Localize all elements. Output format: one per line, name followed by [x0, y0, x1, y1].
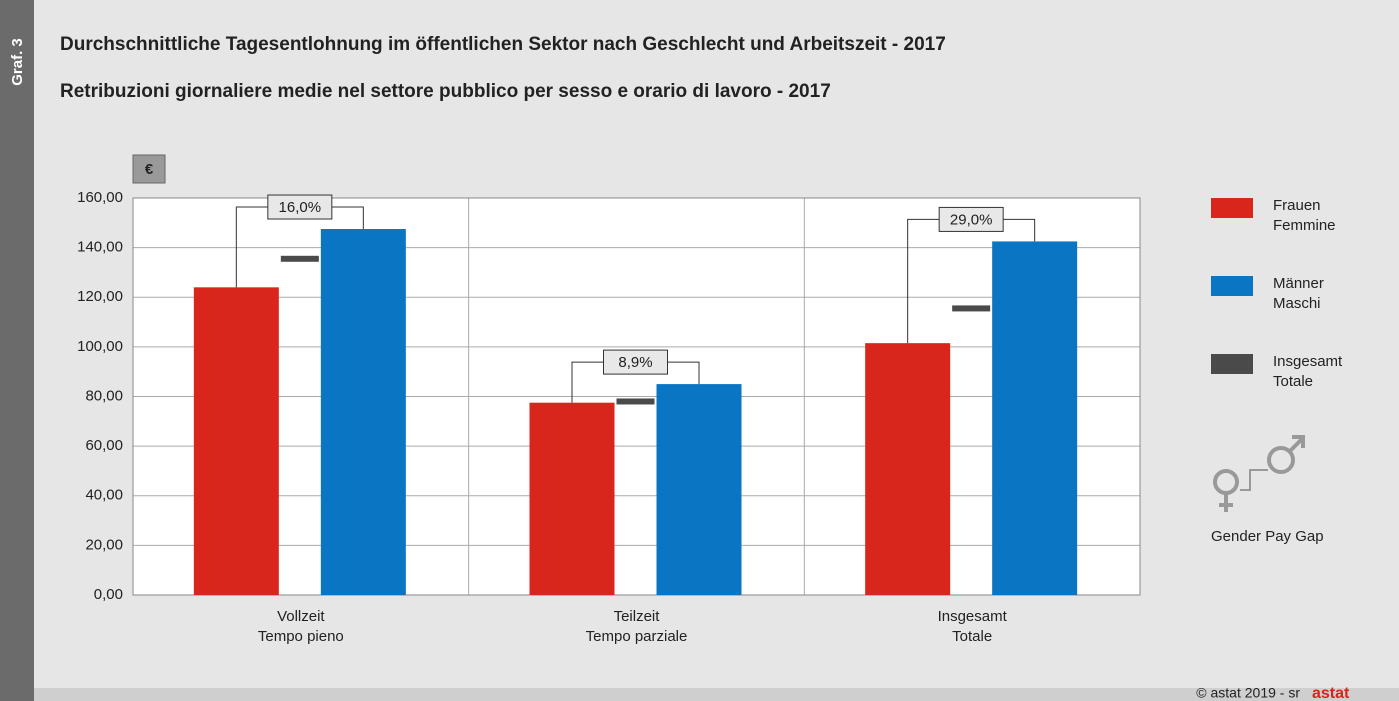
badge: Graf. 3	[9, 38, 26, 86]
bar	[529, 402, 615, 595]
y-tick-label: 80,00	[85, 387, 123, 404]
total-mark	[280, 255, 319, 262]
legend-swatch	[1211, 198, 1253, 218]
legend-label: Frauen	[1273, 197, 1321, 214]
gap-legend: Gender Pay Gap	[1211, 528, 1324, 545]
bar	[865, 343, 951, 595]
y-tick-label: 120,00	[77, 288, 123, 305]
x-tick-label: Teilzeit	[614, 608, 661, 625]
gap-box	[938, 206, 1004, 232]
x-tick-label: Tempo pieno	[258, 628, 344, 645]
logo: astat	[1312, 685, 1350, 701]
y-tick-label: 60,00	[85, 437, 123, 454]
legend-label: Insgesamt	[1273, 353, 1343, 370]
y-tick-label: 20,00	[85, 536, 123, 553]
bar	[992, 241, 1078, 595]
x-tick-label: Totale	[952, 628, 992, 645]
bar	[656, 384, 742, 595]
credit: © astat 2019 - sr	[1196, 685, 1300, 701]
bottom-strip	[34, 688, 1399, 701]
total-mark	[952, 305, 991, 312]
total-mark	[616, 398, 655, 405]
gap-box	[603, 349, 668, 375]
unit-box	[132, 154, 166, 184]
y-tick-label: 140,00	[77, 239, 123, 256]
legend-label: Maschi	[1273, 295, 1321, 312]
side-bar	[0, 0, 34, 701]
legend-swatch	[1211, 276, 1253, 296]
legend-label: Femmine	[1273, 217, 1336, 234]
y-tick-label: 0,00	[94, 586, 123, 603]
legend-label: Totale	[1273, 373, 1313, 390]
x-tick-label: Vollzeit	[277, 608, 325, 625]
plot-frame	[132, 197, 1141, 596]
gap-box	[267, 194, 333, 220]
unit: €	[145, 161, 154, 178]
chart-subtitle: Retribuzioni giornaliere medie nel setto…	[60, 81, 831, 102]
bar	[193, 287, 279, 595]
legend-swatch	[1211, 354, 1253, 374]
y-tick-label: 100,00	[77, 338, 123, 355]
chart-title: Durchschnittliche Tagesentlohnung im öff…	[60, 34, 946, 55]
legend-label: Männer	[1273, 275, 1324, 292]
gap-label: 29,0%	[950, 211, 993, 228]
gender-icon	[1213, 435, 1305, 512]
y-tick-label: 40,00	[85, 487, 123, 504]
bar	[320, 229, 406, 595]
gap-label: 16,0%	[279, 199, 322, 216]
y-tick-label: 160,00	[77, 189, 123, 206]
x-tick-label: Tempo parziale	[586, 628, 688, 645]
gap-label: 8,9%	[618, 354, 652, 371]
x-tick-label: Insgesamt	[938, 608, 1008, 625]
